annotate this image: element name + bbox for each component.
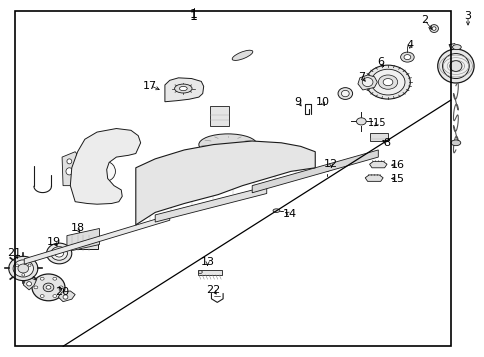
Ellipse shape [341,90,348,97]
Ellipse shape [28,264,31,266]
Text: 4: 4 [406,40,412,50]
Ellipse shape [18,264,29,273]
Polygon shape [252,150,378,193]
Polygon shape [364,175,382,181]
Text: 115: 115 [367,118,386,128]
Ellipse shape [232,50,252,60]
Bar [209,106,228,126]
Text: 22: 22 [206,285,220,295]
Ellipse shape [55,250,63,257]
Ellipse shape [198,134,257,155]
Ellipse shape [53,295,57,297]
Text: 2: 2 [420,15,427,25]
Polygon shape [70,129,140,204]
Text: 6: 6 [377,57,383,67]
Ellipse shape [51,247,67,260]
Text: 12: 12 [323,159,338,169]
Ellipse shape [356,118,365,125]
Ellipse shape [22,273,25,276]
Ellipse shape [437,49,473,83]
Text: 10: 10 [315,97,329,107]
Text: 17: 17 [143,81,157,91]
Polygon shape [136,141,315,225]
Ellipse shape [337,88,352,99]
Bar [197,270,222,275]
Ellipse shape [403,55,410,60]
Ellipse shape [450,140,460,146]
Text: 3: 3 [464,11,470,21]
Text: 21: 21 [7,248,22,258]
Ellipse shape [324,166,329,171]
Polygon shape [67,228,99,252]
Ellipse shape [59,286,63,289]
Ellipse shape [32,274,65,301]
Ellipse shape [370,69,404,95]
Text: 1: 1 [190,9,197,21]
Text: 8: 8 [383,138,390,148]
Ellipse shape [27,282,31,286]
Polygon shape [23,278,36,290]
Polygon shape [369,161,386,168]
Ellipse shape [441,54,468,79]
Text: 19: 19 [47,237,61,247]
Text: 7: 7 [357,72,364,82]
Ellipse shape [9,256,38,281]
Text: 13: 13 [200,257,214,267]
Text: 9: 9 [294,97,301,107]
Ellipse shape [40,295,44,297]
Ellipse shape [179,86,187,91]
Text: 14: 14 [282,209,297,219]
Ellipse shape [378,75,397,89]
Ellipse shape [46,286,51,289]
Polygon shape [165,78,203,102]
Polygon shape [62,152,76,186]
Ellipse shape [449,61,461,71]
Ellipse shape [365,65,409,99]
Text: 18: 18 [70,223,85,233]
Polygon shape [24,215,169,264]
Ellipse shape [66,168,73,175]
Text: 20: 20 [55,287,69,297]
Ellipse shape [15,264,18,266]
Ellipse shape [452,45,460,50]
Ellipse shape [53,277,57,280]
Ellipse shape [40,277,44,280]
Ellipse shape [382,79,392,86]
Ellipse shape [198,271,202,273]
Polygon shape [58,291,75,302]
Ellipse shape [400,52,413,62]
Text: 16: 16 [390,160,404,170]
Text: 1: 1 [190,10,197,22]
Ellipse shape [46,243,72,264]
Ellipse shape [429,25,438,32]
Bar [369,133,388,141]
Ellipse shape [63,295,68,299]
Ellipse shape [43,283,54,292]
Ellipse shape [174,84,192,93]
Polygon shape [155,186,266,222]
Ellipse shape [13,260,33,277]
Text: 15: 15 [390,174,404,183]
Ellipse shape [431,27,435,30]
Polygon shape [357,75,377,90]
Ellipse shape [34,286,38,289]
Ellipse shape [96,161,115,181]
Ellipse shape [272,209,279,212]
Bar [68,237,98,249]
Ellipse shape [67,159,72,164]
Ellipse shape [362,78,372,86]
